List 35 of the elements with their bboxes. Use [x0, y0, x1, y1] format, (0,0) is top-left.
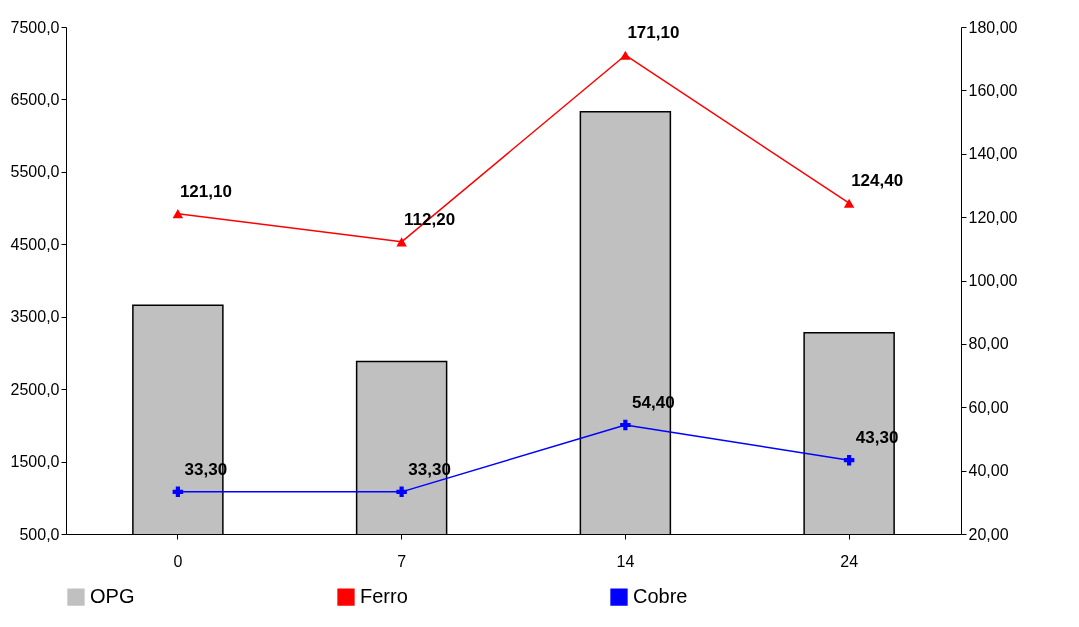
y-tick-label: 1500,0	[10, 453, 60, 471]
x-tick-label: 14	[616, 552, 635, 570]
point	[843, 454, 855, 466]
point	[172, 486, 184, 498]
point	[172, 209, 184, 219]
data-label: 121,10	[179, 181, 232, 201]
y-tick-label: 4500,0	[10, 235, 60, 253]
point	[396, 486, 407, 498]
data-label: 171,10	[627, 23, 680, 43]
y2-tick-label: 180,00	[968, 18, 1018, 36]
y-tick-label: 3500,0	[10, 308, 60, 326]
y-tick-label: 5500,0	[10, 163, 60, 181]
y2-tick-label: 160,00	[968, 81, 1018, 99]
y-tick-label: 2500,0	[10, 380, 60, 398]
y2-tick-label: 40,00	[968, 462, 1009, 480]
y2-tick-label: 20,00	[968, 525, 1009, 543]
y2-tick-label: 100,00	[968, 272, 1018, 289]
data-label: 124,40	[851, 171, 904, 191]
point	[843, 198, 855, 208]
point	[620, 419, 631, 431]
point	[620, 50, 631, 60]
x-tick-label: 7	[397, 552, 407, 570]
legend-label: Ferro	[360, 585, 408, 608]
y-tick-label: 500,0	[19, 525, 60, 543]
y2-tick-label: 140,00	[968, 145, 1018, 163]
legend-label: OPG	[90, 585, 135, 608]
x-tick-label: 24	[840, 552, 859, 570]
y-tick-label: 6500,0	[10, 90, 60, 108]
y2-tick-label: 80,00	[968, 335, 1009, 353]
x-tick-label: 0	[173, 552, 183, 570]
y-tick-label: 7500,0	[10, 18, 60, 36]
y2-tick-label: 120,00	[968, 208, 1018, 226]
legend-label: Cobre	[633, 585, 688, 608]
point	[396, 237, 407, 247]
y2-tick-label: 60,00	[968, 398, 1009, 416]
